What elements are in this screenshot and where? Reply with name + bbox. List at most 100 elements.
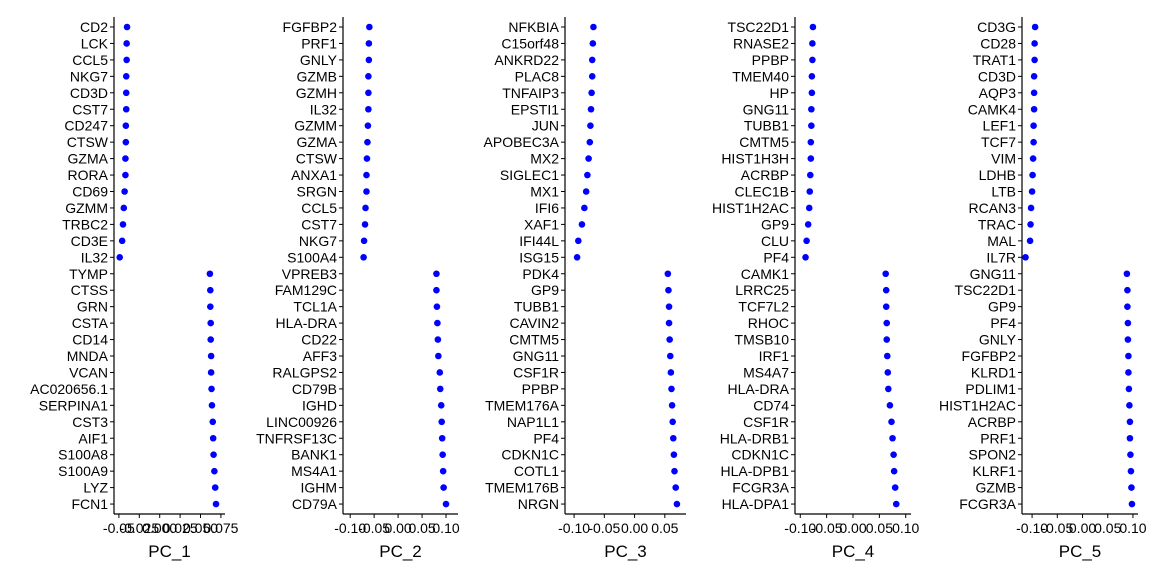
gene-label: AQP3 — [979, 85, 1017, 101]
gene-label: TCF7L2 — [738, 299, 789, 315]
gene-label: NFKBIA — [508, 19, 559, 35]
loading-point — [433, 270, 440, 278]
loading-point — [1124, 336, 1132, 343]
gene-label: PF4 — [533, 430, 559, 446]
loading-point — [206, 270, 214, 278]
x-tick-label: -0.10 — [558, 520, 590, 536]
loading-point — [210, 451, 217, 459]
loading-point — [209, 434, 217, 442]
x-tick-label: 0.00 — [621, 520, 648, 536]
loading-point — [1127, 451, 1134, 459]
gene-label: CTSS — [71, 282, 108, 298]
gene-label: PRF1 — [301, 35, 337, 51]
loading-point — [1124, 303, 1131, 310]
loading-point — [809, 40, 816, 47]
gene-label: CD3D — [978, 68, 1016, 84]
loading-point — [207, 369, 215, 376]
loading-point — [667, 369, 675, 376]
gene-label: C15orf48 — [501, 35, 559, 51]
gene-label: RHOC — [748, 315, 789, 331]
gene-label: VPREB3 — [282, 266, 337, 282]
loading-point — [122, 105, 130, 113]
gene-label: CD3D — [70, 85, 108, 101]
loading-point — [209, 418, 217, 426]
loading-point — [1026, 237, 1034, 245]
gene-label: CSTA — [72, 315, 109, 331]
loading-point — [365, 105, 372, 113]
loading-point — [590, 23, 597, 31]
gene-label: JUN — [532, 118, 559, 134]
loading-point — [1031, 56, 1038, 64]
gene-label: CLU — [761, 233, 789, 249]
x-tick-label: 0.000 — [142, 520, 177, 536]
x-axis-title: PC_5 — [1059, 542, 1102, 561]
loading-point — [1029, 171, 1036, 179]
gene-label: GNG11 — [743, 101, 790, 117]
gene-label: SPON2 — [969, 447, 1017, 463]
gene-label: CDKN1C — [501, 447, 559, 463]
loading-point — [122, 89, 130, 97]
gene-label: LEF1 — [983, 118, 1017, 134]
loading-point — [882, 270, 889, 278]
gene-label: LINC00926 — [266, 414, 337, 430]
gene-label: CCL5 — [72, 52, 108, 68]
loading-point — [207, 303, 214, 310]
gene-label: S100A8 — [58, 447, 108, 463]
gene-label: CD3E — [71, 233, 108, 249]
gene-label: GNLY — [979, 332, 1017, 348]
x-tick-label: -0.10 — [1016, 520, 1048, 536]
gene-label: CLEC1B — [735, 184, 789, 200]
gene-label: LCK — [81, 35, 109, 51]
loading-point — [365, 40, 373, 47]
loading-point — [578, 221, 586, 228]
gene-label: PF4 — [763, 249, 789, 265]
loading-point — [1123, 270, 1131, 278]
gene-label: CST7 — [301, 216, 337, 232]
loading-point — [1030, 73, 1038, 80]
gene-label: CD79B — [292, 381, 337, 397]
loading-point — [435, 352, 442, 360]
loading-point — [1030, 122, 1037, 129]
loading-point — [360, 253, 367, 261]
loading-point — [1028, 188, 1036, 195]
gene-label: CTSW — [67, 134, 109, 150]
loading-point — [809, 23, 817, 31]
loading-point — [666, 352, 674, 360]
loading-point — [437, 402, 445, 409]
loading-point — [883, 336, 891, 343]
gene-label: RCAN3 — [969, 200, 1017, 216]
loading-point — [363, 188, 370, 195]
gene-label: CST7 — [72, 101, 108, 117]
loading-point — [122, 122, 130, 129]
gene-label: APOBEC3A — [484, 134, 560, 150]
gene-label: GNLY — [300, 52, 338, 68]
gene-label: GZMH — [296, 85, 337, 101]
loading-point — [439, 451, 446, 459]
loading-point — [1031, 40, 1038, 47]
loading-point — [673, 500, 681, 508]
gene-label: CD247 — [64, 118, 108, 134]
gene-label: SIGLEC1 — [500, 167, 559, 183]
loading-point — [809, 56, 816, 64]
x-tick-label: -0.05 — [811, 520, 843, 536]
loading-point — [1127, 467, 1135, 475]
gene-label: FCN1 — [71, 496, 108, 512]
loading-point — [211, 467, 218, 475]
loading-point — [585, 155, 592, 162]
x-tick-label: 0.05 — [651, 520, 678, 536]
loading-point — [122, 138, 130, 146]
gene-label: NAP1L1 — [507, 414, 559, 430]
x-tick-label: -0.05 — [358, 520, 390, 536]
gene-label: TMEM40 — [732, 68, 789, 84]
loading-point — [1124, 319, 1132, 327]
gene-label: HIST1H3H — [721, 151, 789, 167]
gene-label: NKG7 — [299, 233, 337, 249]
loading-point — [885, 385, 892, 393]
x-tick-label: 0.05 — [866, 520, 893, 536]
gene-label: HLA-DRA — [728, 381, 790, 397]
loading-point — [665, 286, 672, 294]
loading-point — [116, 253, 124, 261]
loading-point — [581, 204, 588, 212]
loading-point — [587, 105, 595, 113]
gene-label: GP9 — [761, 216, 789, 232]
